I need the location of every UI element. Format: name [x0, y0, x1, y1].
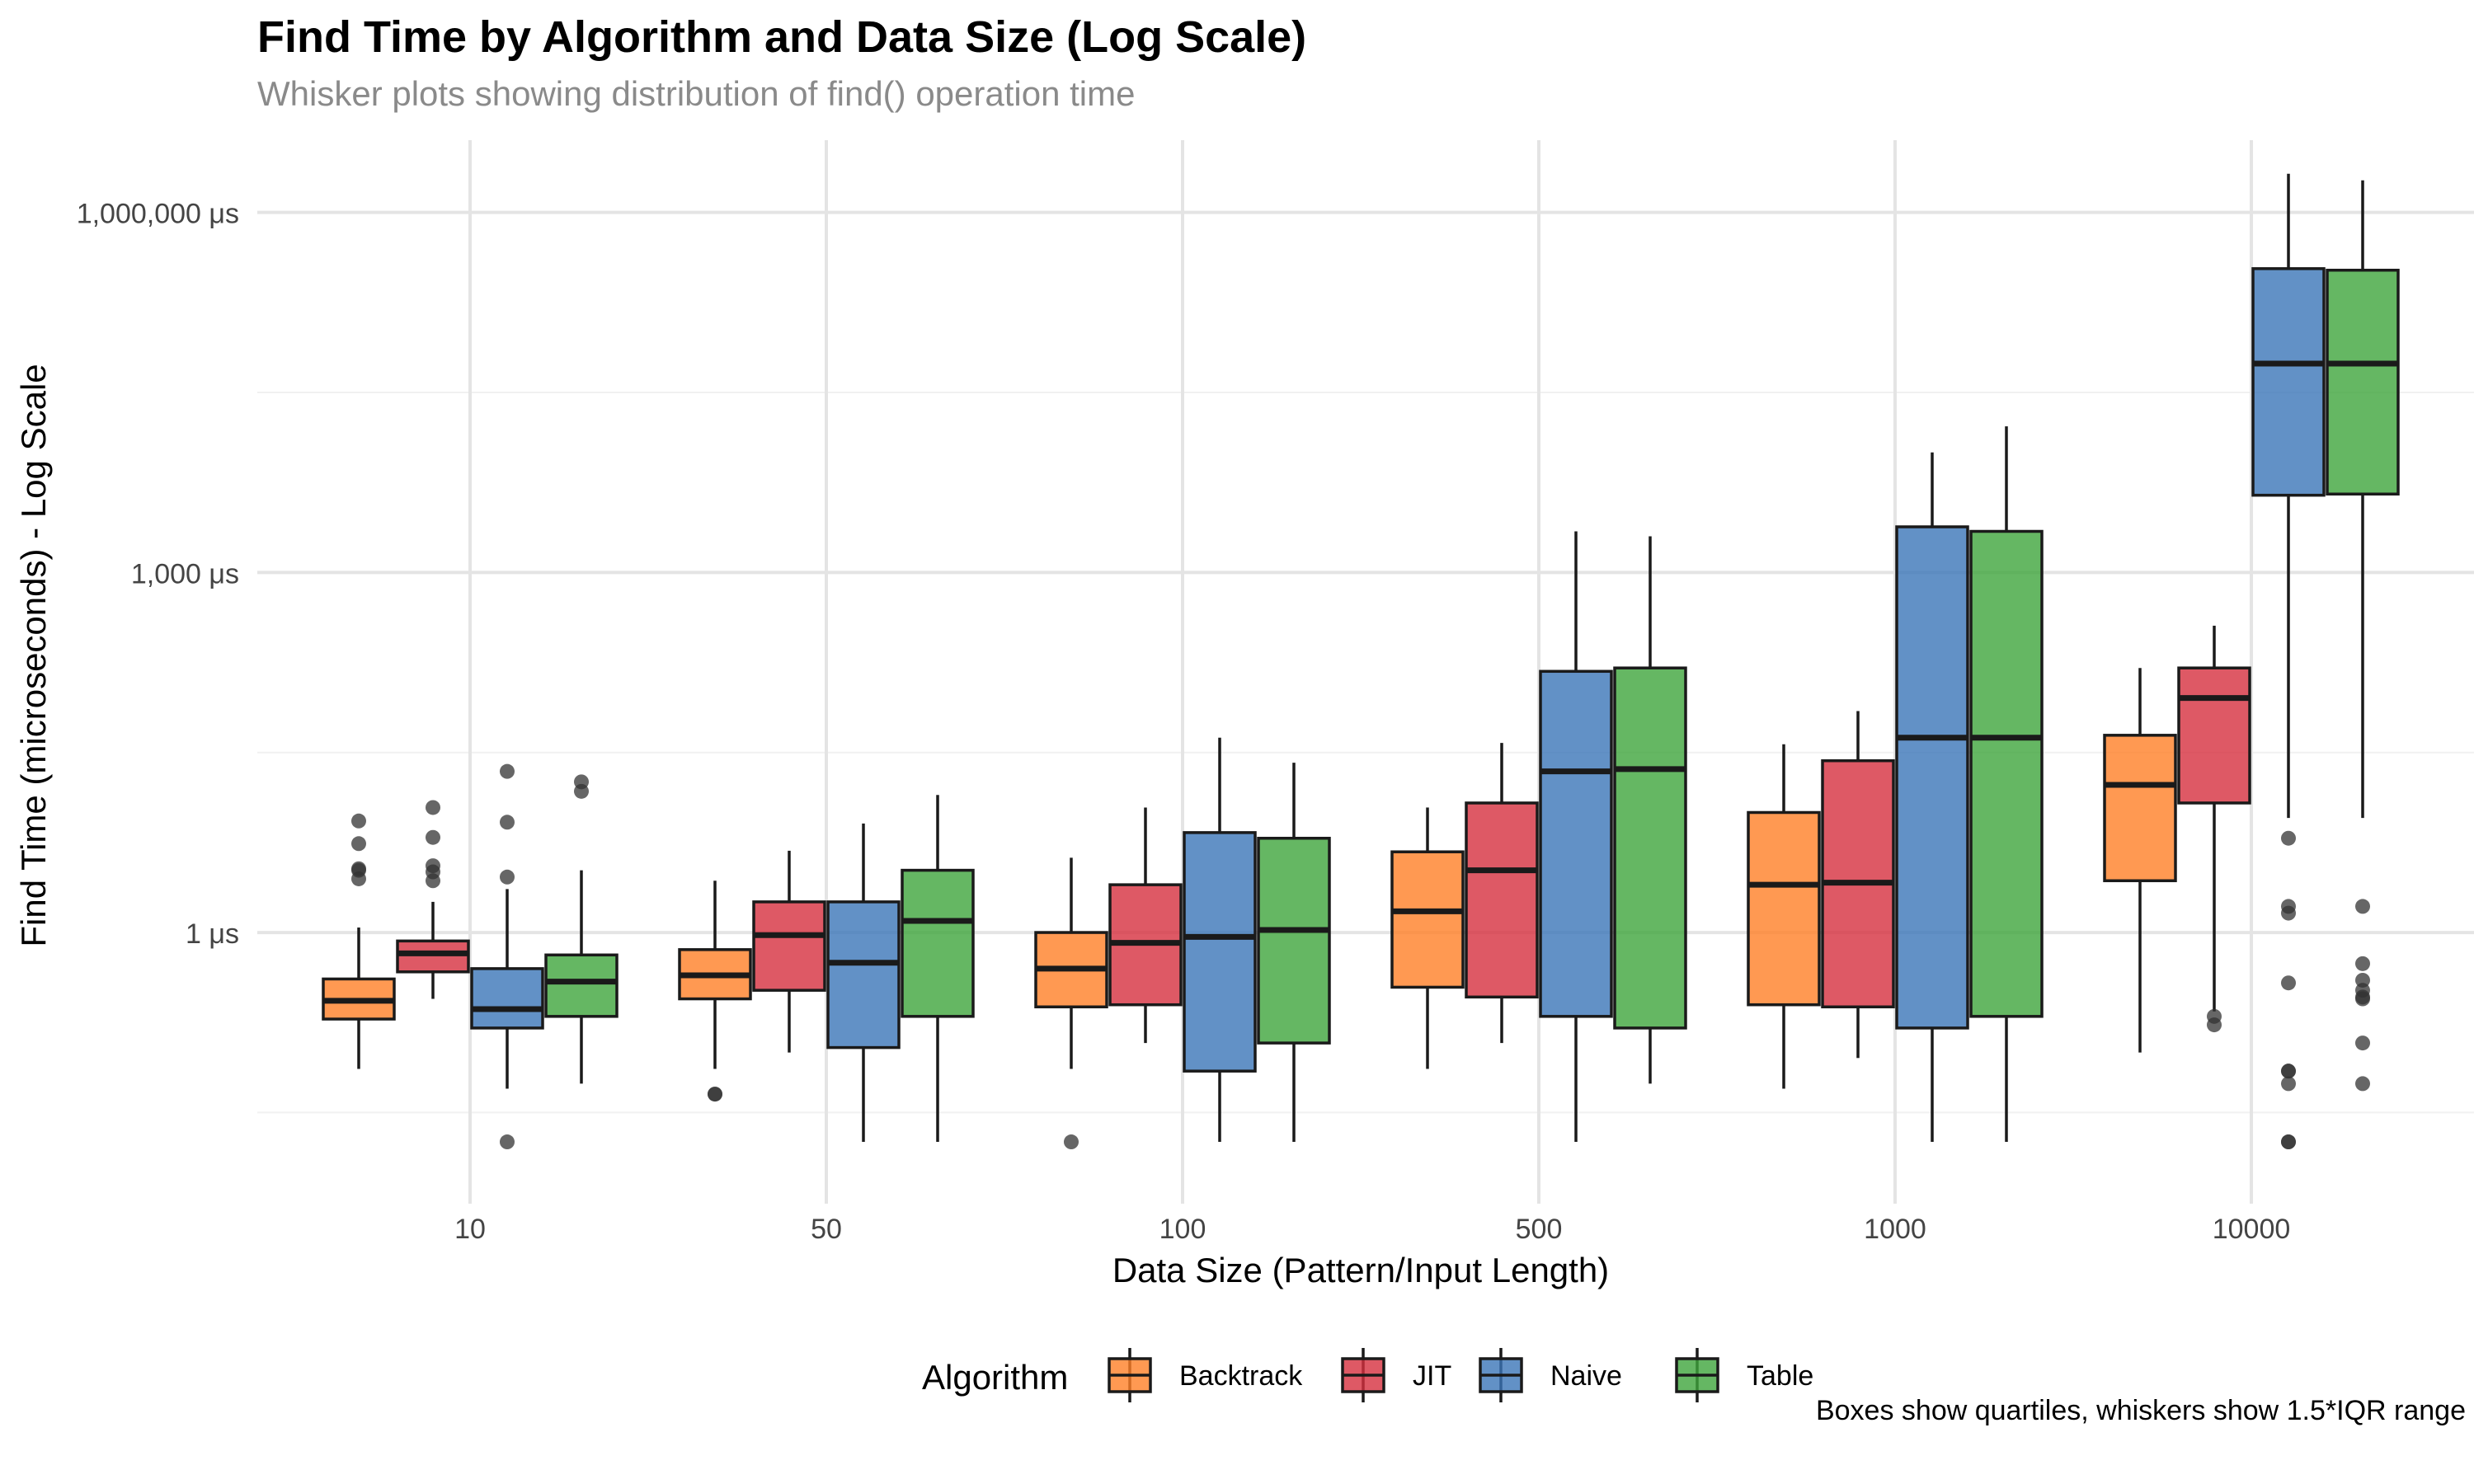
outlier-point: [500, 815, 515, 830]
x-tick-label: 1000: [1864, 1214, 1926, 1245]
box-naive-10000: [2251, 267, 2326, 497]
outlier-point: [2281, 905, 2296, 921]
x-axis-title: Data Size (Pattern/Input Length): [1112, 1251, 1609, 1289]
outlier-point: [2281, 1064, 2296, 1079]
outlier-point: [500, 869, 515, 885]
axis-layer: 1 μs 1,000 μs 1,000,000 μs 10 50 100 500 1000 10…: [77, 199, 2291, 1245]
y-tick-label: 1,000 μs: [131, 558, 239, 589]
x-tick-label: 50: [811, 1214, 842, 1245]
box-naive-1000: [1895, 525, 1969, 1030]
box-table-50: [901, 868, 975, 1018]
outlier-point: [2281, 975, 2296, 991]
chart-caption: Boxes show quartiles, whiskers show 1.5*…: [1815, 1395, 2466, 1426]
outlier-point: [500, 763, 515, 779]
box-jit-50: [752, 900, 826, 992]
box-naive-500: [1539, 669, 1613, 1018]
outlier-point: [426, 800, 440, 815]
box-naive-10: [470, 967, 544, 1030]
legend-label-backtrack: Backtrack: [1179, 1360, 1303, 1392]
outlier-point: [2355, 1036, 2370, 1051]
outlier-point: [1064, 1134, 1079, 1150]
outlier-point: [351, 813, 366, 829]
box-backtrack-10000: [2103, 734, 2177, 883]
box-naive-100: [1183, 831, 1257, 1073]
legend-label-jit: JIT: [1413, 1360, 1451, 1392]
legend-label-table: Table: [1747, 1360, 1813, 1392]
outlier-point: [2281, 830, 2296, 846]
box-backtrack-500: [1390, 850, 1465, 989]
legend: Algorithm Backtrack JIT Naive Table: [922, 1348, 1813, 1402]
y-axis-title: Find Time (microseconds) - Log Scale: [14, 364, 53, 946]
box-table-10000: [2326, 268, 2400, 496]
outlier-point: [2281, 1076, 2296, 1092]
box-table-100: [1257, 836, 1331, 1045]
outlier-point: [574, 783, 589, 799]
y-tick-label: 1,000,000 μs: [77, 199, 239, 230]
outlier-point: [500, 1134, 515, 1150]
box-jit-10: [396, 939, 470, 974]
x-tick-label: 10000: [2213, 1214, 2291, 1245]
box-table-1000: [1969, 529, 2044, 1018]
outlier-point: [2355, 991, 2370, 1007]
chart-title: Find Time by Algorithm and Data Size (Lo…: [257, 12, 1307, 62]
outlier-point: [708, 1087, 722, 1102]
box-naive-50: [826, 900, 901, 1050]
grid-layer: [257, 140, 2474, 1204]
box-table-10: [544, 953, 618, 1018]
outlier-point: [426, 873, 440, 889]
outlier-point: [351, 871, 366, 886]
outlier-point: [2281, 1134, 2296, 1150]
outlier-point: [2355, 956, 2370, 971]
chart-subtitle: Whisker plots showing distribution of fi…: [257, 74, 1136, 113]
legend-title: Algorithm: [922, 1358, 1068, 1397]
box-table-500: [1613, 666, 1687, 1030]
box-jit-10000: [2177, 666, 2251, 805]
legend-label-naive: Naive: [1550, 1360, 1622, 1392]
outlier-point: [2355, 899, 2370, 914]
box-layer: [322, 173, 2400, 1150]
outlier-point: [351, 836, 366, 852]
x-tick-label: 100: [1159, 1214, 1206, 1245]
x-tick-label: 500: [1516, 1214, 1563, 1245]
y-tick-label: 1 μs: [186, 918, 239, 950]
box-backtrack-1000: [1747, 810, 1821, 1007]
box-jit-500: [1465, 801, 1539, 999]
outlier-point: [2207, 1008, 2222, 1024]
x-tick-label: 10: [454, 1214, 486, 1245]
outlier-point: [2355, 1076, 2370, 1092]
outlier-point: [426, 829, 440, 845]
